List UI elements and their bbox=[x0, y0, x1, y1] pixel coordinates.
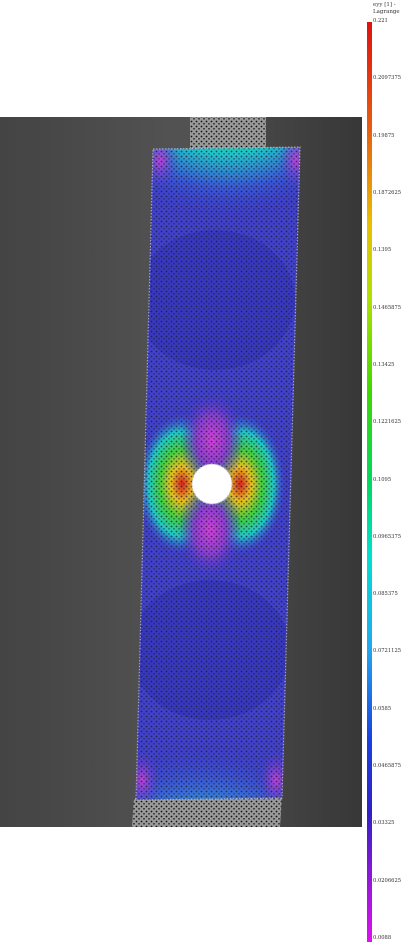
colorbar-tick-label: 0.1395 bbox=[373, 247, 392, 254]
colorbar-title-line2: Lagrange bbox=[373, 8, 400, 15]
colorbar-tick-label: 0.0465875 bbox=[373, 763, 402, 770]
strain-field bbox=[136, 147, 300, 800]
colorbar-tick-label: 0.0965375 bbox=[373, 533, 402, 540]
colorbar-tick-label: 0.221 bbox=[373, 18, 388, 24]
colorbar-title-line1: eyy [1] - bbox=[373, 2, 396, 8]
colorbar-tick-label: 0.1465875 bbox=[373, 304, 402, 311]
colorbar-tick-label: 0.085375 bbox=[373, 591, 398, 598]
colorbar-tick-label: 0.0721125 bbox=[373, 648, 402, 655]
colorbar-tick-label: 0.1095 bbox=[373, 476, 392, 483]
colorbar-title: eyy [1] - Lagrange bbox=[373, 2, 415, 15]
bottom-grip bbox=[132, 796, 282, 827]
colorbar-tick-label: 0.1872625 bbox=[373, 189, 402, 196]
colorbar-tick-label: 0.0585 bbox=[373, 705, 392, 712]
top-grip bbox=[190, 117, 266, 151]
colorbar-tick-label: 0.0088 bbox=[373, 935, 392, 941]
colorbar-tick-label: 0.13425 bbox=[373, 361, 395, 368]
colorbar-tick-label: 0.2097375 bbox=[373, 75, 402, 82]
specimen-hole bbox=[192, 464, 232, 504]
colorbar-tick-label: 0.0206625 bbox=[373, 877, 402, 884]
colorbar-tick-label: 0.1221625 bbox=[373, 419, 402, 426]
colorbar-tick-label: 0.19875 bbox=[373, 132, 395, 139]
colorbar bbox=[367, 22, 372, 942]
colorbar-tick-label: 0.03325 bbox=[373, 820, 395, 827]
